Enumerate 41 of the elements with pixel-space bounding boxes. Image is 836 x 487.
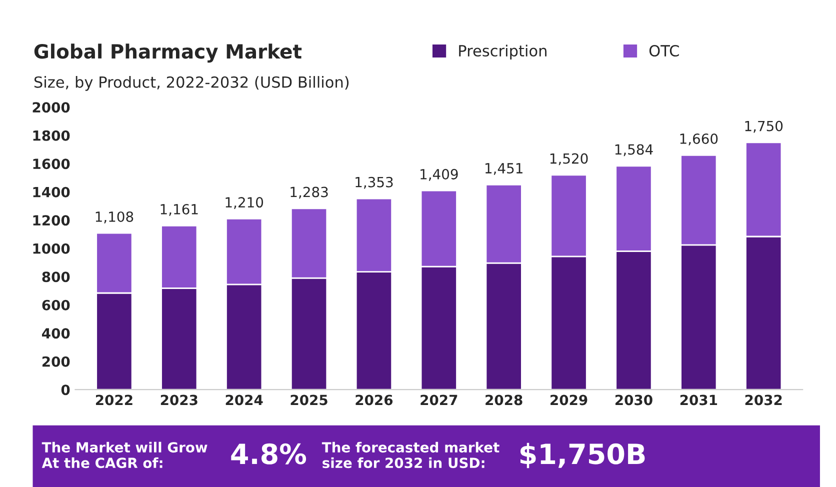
total-label: 1,750 <box>745 120 783 133</box>
y-tick-label: 600 <box>42 300 70 310</box>
y-tick-label: 1000 <box>33 243 70 254</box>
total-label: 1,283 <box>290 186 328 199</box>
x-tick-label: 2029 <box>550 394 588 406</box>
total-label: 1,409 <box>420 168 458 181</box>
chart-title: Global Pharmacy Market <box>34 44 302 63</box>
y-tick-label: 800 <box>42 272 70 282</box>
text: The forecasted market size for 2032 in USD: <box>322 442 500 468</box>
y-tick-label: 1600 <box>33 158 70 170</box>
x-tick-label: 2023 <box>160 394 198 406</box>
y-tick-label: 200 <box>42 356 70 367</box>
y-tick-label: 2000 <box>32 102 70 113</box>
total-label: 1,353 <box>356 176 393 189</box>
y-tick-label: 1800 <box>33 130 70 141</box>
text: The Market will Grow At the CAGR of: <box>42 442 208 468</box>
total-label: 1,660 <box>680 133 718 146</box>
x-tick-label: 2030 <box>615 394 652 406</box>
text: $1,750B <box>520 442 645 468</box>
text: 4.8% <box>231 443 306 464</box>
total-label: 1,451 <box>485 163 522 175</box>
legend-label: Prescription <box>459 44 546 60</box>
legend-label: OTC <box>649 44 679 57</box>
total-label: 1,584 <box>615 144 653 156</box>
x-tick-label: 2027 <box>420 394 458 406</box>
total-label: 1,520 <box>550 153 588 166</box>
total-label: 1,108 <box>96 211 134 224</box>
chart-subtitle: Size, by Product, 2022-2032 (USD Billion) <box>34 76 349 91</box>
x-tick-label: 2032 <box>745 394 782 406</box>
y-tick-label: 0 <box>61 384 70 396</box>
x-tick-label: 2024 <box>226 394 263 406</box>
total-label: 1,161 <box>160 204 198 216</box>
x-tick-label: 2031 <box>680 394 718 406</box>
x-tick-label: 2028 <box>486 394 522 406</box>
y-tick-label: 1200 <box>33 215 70 226</box>
x-tick-label: 2026 <box>356 394 393 406</box>
y-tick-label: 1400 <box>33 186 70 198</box>
x-tick-label: 2022 <box>96 394 132 406</box>
x-tick-label: 2025 <box>290 394 328 406</box>
total-label: 1,210 <box>226 197 264 209</box>
y-tick-label: 400 <box>42 328 70 339</box>
